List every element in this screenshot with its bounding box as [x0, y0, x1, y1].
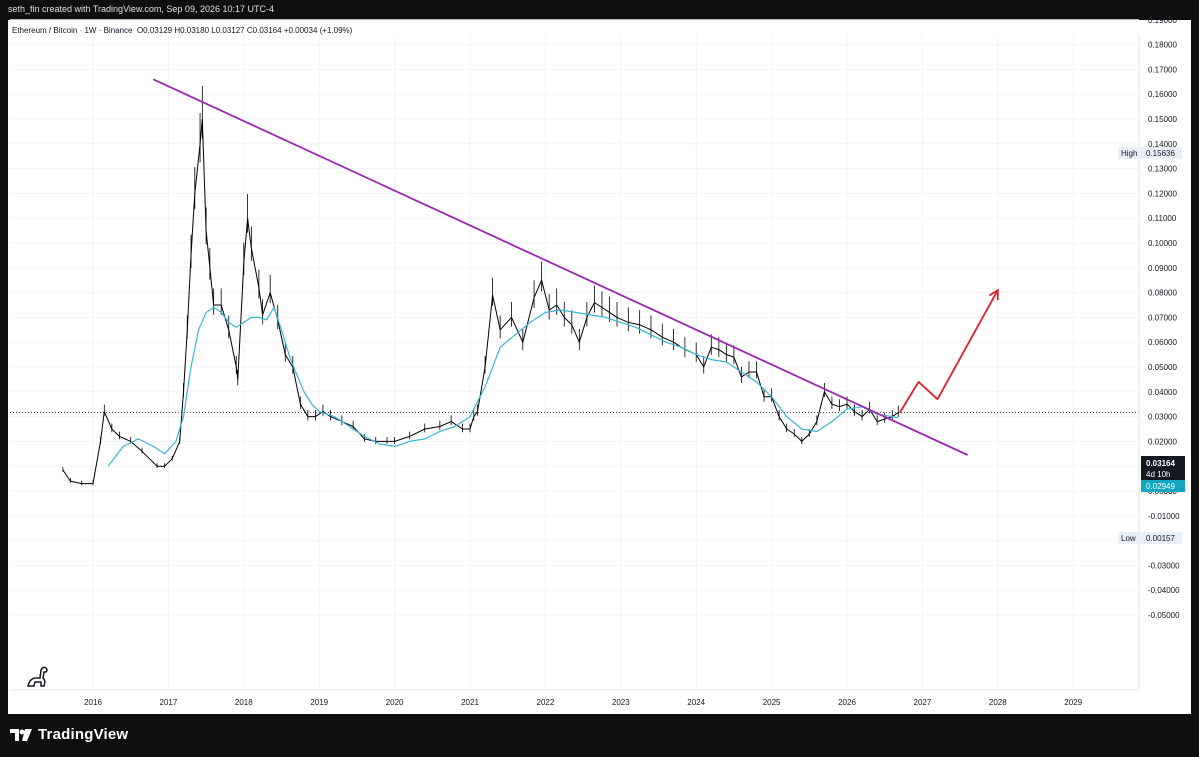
symbol-legend: Ethereum / Bitcoin · 1W · Binance O0.031…: [12, 26, 352, 35]
ohlc-change: +0.00034 (+1.09%): [283, 26, 353, 35]
tradingview-logo[interactable]: TradingView: [10, 726, 128, 743]
footer-bar: [0, 714, 1199, 757]
tradingview-logo-icon: [10, 728, 32, 741]
tradingview-brand: TradingView: [38, 726, 129, 743]
chart-panel[interactable]: [8, 20, 1191, 714]
ohlc-open: O0.03129: [136, 26, 173, 35]
ohlc-high: H0.03180: [174, 26, 210, 35]
top-caption-bar: seth_fin created with TradingView.com, S…: [0, 0, 1199, 20]
created-caption: seth_fin created with TradingView.com, S…: [8, 4, 274, 14]
ohlc-low: L0.03127: [211, 26, 245, 35]
ohlc-close: C0.03164: [246, 26, 282, 35]
symbol-title: Ethereum / Bitcoin · 1W · Binance: [12, 26, 133, 35]
